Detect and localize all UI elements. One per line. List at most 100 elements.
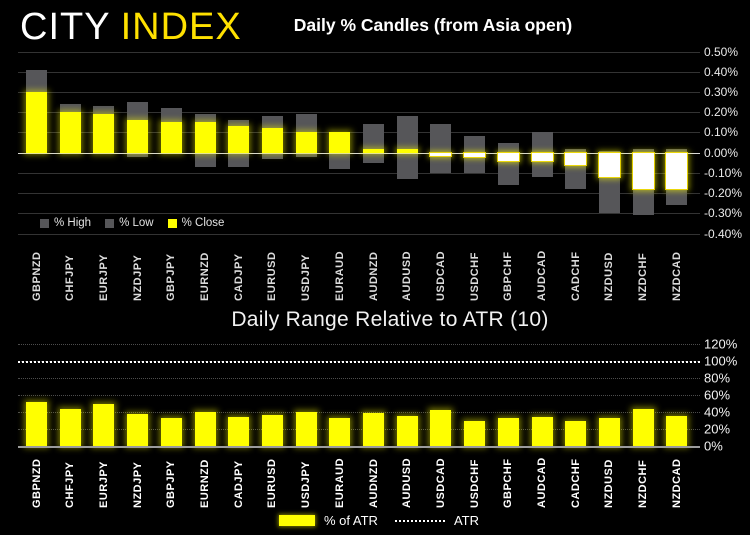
gridline [18, 91, 700, 93]
atr-x-label-EURJPY: EURJPY [97, 460, 110, 508]
atr-x-label-CADJPY: CADJPY [232, 460, 245, 508]
candle-x-label-NZDCAD: NZDCAD [670, 251, 683, 301]
candle-range-AUDUSD [396, 116, 418, 179]
atr-bar-CADCHF [565, 420, 587, 446]
candle-close-AUDNZD [363, 148, 384, 153]
candle-close-CADJPY [228, 126, 250, 153]
candle-y-tick-label: -0.40% [704, 226, 743, 241]
atr-bar-GBPJPY [160, 418, 182, 446]
candle-y-tick-label: 0.20% [704, 105, 739, 120]
candle-y-tick-label: 0.50% [704, 44, 739, 59]
atr-chart-x-axis: GBPNZD CHFJPY EURJPY NZDJPY GBPJPY EURNZD CADJ… [0, 451, 750, 511]
atr-chart-legend: % of ATR ATR [279, 513, 479, 528]
candle-x-label-CADJPY: CADJPY [232, 253, 245, 301]
candle-chart-x-axis: GBPNZD CHFJPY EURJPY NZDJPY GBPJPY EURNZD CADJ… [0, 244, 750, 306]
candle-close-AUDUSD [396, 148, 418, 153]
candle-x-label-AUDUSD: AUDUSD [401, 250, 414, 301]
candle-x-label-NZDJPY: NZDJPY [131, 254, 144, 301]
atr-gridline [18, 395, 700, 396]
candle-y-tick-label: 0.10% [704, 125, 739, 140]
atr-x-label-NZDCAD: NZDCAD [670, 458, 683, 508]
candle-x-label-GBPCHF: GBPCHF [502, 251, 515, 301]
atr-x-label-GBPJPY: GBPJPY [165, 460, 178, 508]
atr-y-tick-label: 60% [704, 387, 731, 403]
candle-close-EURNZD [194, 122, 216, 153]
atr-dotted-line-icon [394, 519, 445, 522]
gridline [18, 193, 700, 194]
candle-x-label-NZDUSD: NZDUSD [603, 252, 616, 301]
legend-item-high: % High [40, 217, 91, 229]
atr-bar-EURUSD [261, 415, 283, 446]
candle-range-AUDNZD [363, 124, 384, 163]
atr-y-tick-label: 100% [704, 353, 738, 369]
candle-x-label-NZDCHF: NZDCHF [637, 252, 650, 301]
gridline [18, 172, 700, 174]
atr-gridline [18, 412, 700, 413]
atr-gridline [18, 378, 700, 379]
candle-chart-legend: % High % Low % Close [40, 217, 224, 229]
candle-x-label-USDCAD: USDCAD [434, 250, 447, 301]
candle-close-USDJPY [295, 132, 317, 153]
candle-close-GBPJPY [160, 122, 182, 153]
brand-logo: CITY INDEX [20, 6, 242, 49]
close-swatch-icon [167, 218, 177, 228]
candle-x-label-EURUSD: EURUSD [266, 251, 279, 301]
candle-x-label-EURNZD: EURNZD [199, 252, 211, 301]
atr-bar-CHFJPY [59, 408, 81, 446]
atr-x-label-USDJPY: USDJPY [300, 460, 313, 508]
atr-bar-NZDCAD [666, 416, 688, 447]
gridline [18, 213, 700, 215]
gridline [18, 71, 700, 73]
candle-range-GBPCHF [497, 142, 519, 185]
atr-bar-USDJPY [295, 412, 317, 446]
candle-close-EURUSD [261, 128, 283, 153]
candle-y-tick-label: -0.20% [704, 186, 743, 200]
candle-chart-y-axis: 0.50% 0.40% 0.30% 0.20% 0.10% 0.00% -0.10% -0.2… [704, 45, 750, 241]
atr-x-label-NZDCHF: NZDCHF [637, 459, 650, 508]
gridline [18, 51, 700, 53]
atr-x-label-NZDUSD: NZDUSD [603, 459, 616, 508]
atr-x-label-EURNZD: EURNZD [199, 459, 211, 508]
atr-x-label-USDCHF: USDCHF [468, 459, 481, 508]
candle-x-label-CHFJPY: CHFJPY [64, 254, 77, 301]
legend-label-high: % High [54, 217, 92, 229]
atr-bar-EURNZD [194, 412, 216, 446]
candle-x-label-CADCHF: CADCHF [569, 251, 582, 301]
atr-x-label-EURAUD: EURAUD [333, 457, 346, 508]
candle-range-USDCAD [430, 124, 452, 173]
atr-bar-USDCHF [464, 421, 486, 446]
atr-bar-AUDCAD [531, 417, 553, 446]
legend-label-low: % Low [119, 217, 154, 229]
candle-chart-plot [18, 45, 700, 241]
atr-bar-GBPCHF [497, 418, 519, 446]
candle-close-EURJPY [93, 114, 115, 153]
atr-x-label-CADCHF: CADCHF [569, 458, 582, 508]
atr-x-label-EURUSD: EURUSD [266, 458, 279, 508]
atr-x-label-CHFJPY: CHFJPY [64, 461, 77, 508]
brand-logo-city: CITY [20, 6, 111, 48]
atr-chart-title: Daily Range Relative to ATR (10) [231, 308, 549, 331]
atr-bar-AUDUSD [396, 416, 418, 447]
atr-gridline [18, 429, 700, 430]
candle-close-GBPNZD [26, 91, 47, 153]
candle-y-tick-label: -0.10% [704, 165, 743, 180]
candle-y-tick-label: 0.40% [704, 64, 739, 79]
candle-close-CADCHF [564, 151, 588, 166]
zero-gridline [18, 152, 700, 154]
candle-x-label-EURJPY: EURJPY [97, 253, 110, 301]
atr-bar-EURJPY [93, 404, 115, 446]
candle-close-NZDUSD [597, 151, 621, 178]
candle-close-EURAUD [329, 132, 351, 153]
legend-label-atr: ATR [453, 513, 479, 528]
atr-baseline [18, 446, 700, 448]
atr-bar-USDCAD [430, 410, 452, 446]
atr-y-tick-label: 20% [704, 421, 731, 437]
atr-x-label-AUDCAD: AUDCAD [536, 457, 548, 508]
atr-bar-NZDCHF [632, 408, 654, 446]
atr-y-tick-label: 80% [704, 370, 731, 386]
atr-x-label-AUDNZD: AUDNZD [367, 458, 380, 508]
candle-y-tick-label: 0.30% [704, 84, 739, 99]
atr-x-label-AUDUSD: AUDUSD [401, 457, 414, 508]
candle-x-label-USDCHF: USDCHF [468, 252, 481, 301]
